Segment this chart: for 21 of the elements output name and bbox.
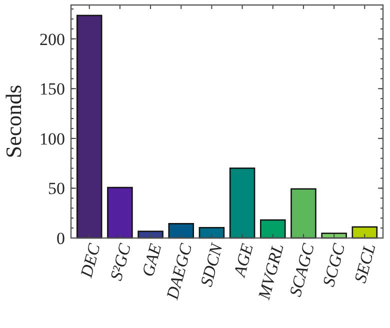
- y-axis-title: Seconds: [1, 84, 26, 158]
- y-tick-label: 200: [40, 30, 65, 49]
- x-tick-label: DEC: [76, 241, 104, 280]
- y-tick-label: 50: [48, 179, 65, 198]
- y-tick-label: 100: [40, 129, 65, 148]
- bar: [229, 168, 256, 239]
- bar: [168, 223, 194, 239]
- bar: [352, 226, 378, 239]
- bar: [107, 186, 133, 239]
- bar: [198, 226, 225, 239]
- x-tick-label: SCGC: [319, 241, 349, 289]
- x-tick-label: SECL: [350, 242, 380, 285]
- x-tick-label: SCAGC: [286, 241, 318, 299]
- bar: [138, 230, 164, 239]
- x-tick-label: SDCN: [196, 240, 227, 289]
- bar: [290, 188, 316, 239]
- x-tick-label: S²GC: [106, 241, 135, 283]
- bar: [76, 14, 102, 239]
- y-tick-label: 0: [56, 228, 65, 248]
- y-tick-label: 150: [40, 80, 65, 99]
- bar: [260, 219, 286, 239]
